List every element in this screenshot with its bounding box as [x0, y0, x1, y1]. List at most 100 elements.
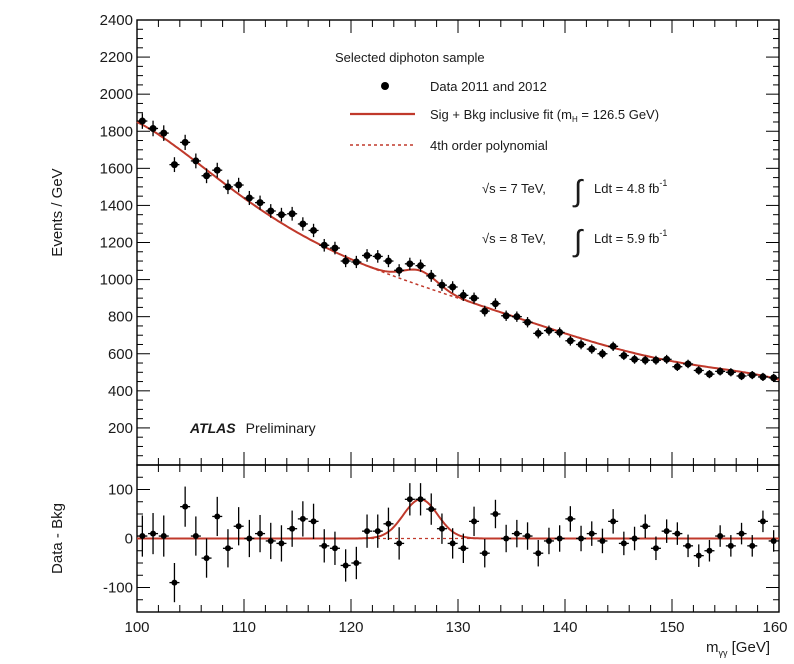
ratio-point	[683, 534, 694, 558]
ratio-point	[736, 522, 747, 545]
data-marker	[267, 207, 275, 215]
ratio-marker	[214, 513, 221, 520]
ratio-point	[511, 519, 522, 548]
ratio-marker	[203, 555, 210, 562]
x-tick-label: 110	[232, 619, 256, 636]
ratio-point	[479, 538, 490, 568]
data-point	[597, 349, 608, 359]
data-point	[501, 310, 512, 321]
ratio-marker	[246, 535, 253, 542]
data-point	[747, 370, 758, 380]
lumi-exponent: -1	[659, 228, 667, 238]
ratio-marker	[342, 562, 349, 569]
data-point	[458, 289, 469, 301]
ratio-signal-line	[137, 498, 779, 540]
lumi-annotation: √s = 7 TeV, ∫ Ldt = 4.8 fb-1	[482, 175, 667, 208]
ratio-marker	[556, 535, 563, 542]
y-tick-label: 2000	[100, 86, 133, 103]
ratio-point	[704, 539, 715, 562]
ratio-point	[415, 483, 426, 516]
ratio-point	[222, 529, 233, 568]
ratio-marker	[235, 523, 242, 530]
data-point	[319, 238, 330, 252]
data-marker	[138, 117, 146, 125]
ratio-point	[287, 510, 298, 547]
ratio-point	[255, 514, 266, 553]
data-point	[222, 179, 233, 195]
data-point	[576, 339, 587, 350]
data-marker	[588, 345, 596, 353]
y-tick-label: 2200	[100, 49, 133, 66]
data-point	[148, 120, 159, 137]
y-tick-label: 2400	[100, 12, 133, 29]
ratio-point	[522, 522, 533, 550]
data-marker	[502, 312, 510, 320]
x-tick-label: 140	[552, 619, 577, 636]
data-point	[255, 195, 266, 210]
y-tick-label: 1800	[100, 123, 133, 140]
data-marker	[256, 199, 264, 207]
ratio-point	[233, 507, 244, 546]
data-point	[426, 269, 437, 282]
ratio-marker	[770, 537, 777, 544]
ratio-marker	[578, 535, 585, 542]
data-point	[469, 292, 480, 304]
integral-sign: ∫	[572, 175, 584, 208]
data-marker	[759, 373, 767, 381]
data-marker	[449, 283, 457, 291]
ratio-point	[201, 538, 212, 578]
data-marker	[245, 194, 253, 202]
ratio-marker	[727, 542, 734, 549]
data-point	[565, 335, 576, 346]
data-point	[618, 351, 629, 361]
data-marker	[577, 340, 585, 348]
ratio-marker	[257, 530, 264, 537]
ratio-marker	[460, 545, 467, 552]
legend-label-fit-sub: H	[572, 115, 578, 124]
ratio-marker	[321, 542, 328, 549]
ratio-marker	[299, 515, 306, 522]
data-marker	[224, 183, 232, 191]
ratio-point	[169, 563, 180, 603]
ratio-point	[447, 528, 458, 559]
ratio-marker	[471, 518, 478, 525]
ratio-marker	[139, 533, 146, 540]
data-point	[650, 355, 661, 365]
legend-label-fit-main: Sig + Bkg inclusive fit (m	[430, 107, 572, 122]
data-marker	[705, 370, 713, 378]
ratio-point	[372, 514, 383, 548]
ratio-marker	[588, 530, 595, 537]
y-tick-label: 400	[108, 383, 133, 400]
lumi-text: Ldt = 5.9 fb-1	[594, 228, 667, 246]
ratio-point	[586, 521, 597, 546]
data-point	[297, 217, 308, 231]
data-marker	[652, 356, 660, 364]
data-marker	[459, 291, 467, 299]
data-marker	[684, 360, 692, 368]
data-marker	[491, 300, 499, 308]
data-marker	[663, 355, 671, 363]
ratio-marker	[652, 545, 659, 552]
ratio-marker	[695, 552, 702, 559]
ratio-marker	[396, 540, 403, 547]
data-point	[447, 281, 458, 293]
data-marker	[352, 258, 360, 266]
data-point	[629, 354, 640, 364]
ratio-point	[608, 509, 619, 534]
data-marker	[203, 172, 211, 180]
data-point	[329, 241, 340, 255]
ratio-marker	[267, 537, 274, 544]
ratio-marker	[631, 535, 638, 542]
ratio-marker	[663, 528, 670, 535]
y-tick-label: 200	[108, 420, 133, 437]
y-tick-label: 800	[108, 309, 133, 326]
ratio-marker	[182, 503, 189, 510]
ratio-point	[565, 506, 576, 532]
data-marker	[320, 241, 328, 249]
ratio-marker	[278, 540, 285, 547]
y-tick-label: 1600	[100, 160, 133, 177]
ratio-marker	[620, 540, 627, 547]
y-axis-title: Events / GeV	[49, 168, 66, 256]
ratio-point	[244, 519, 255, 558]
ratio-point	[383, 507, 394, 540]
